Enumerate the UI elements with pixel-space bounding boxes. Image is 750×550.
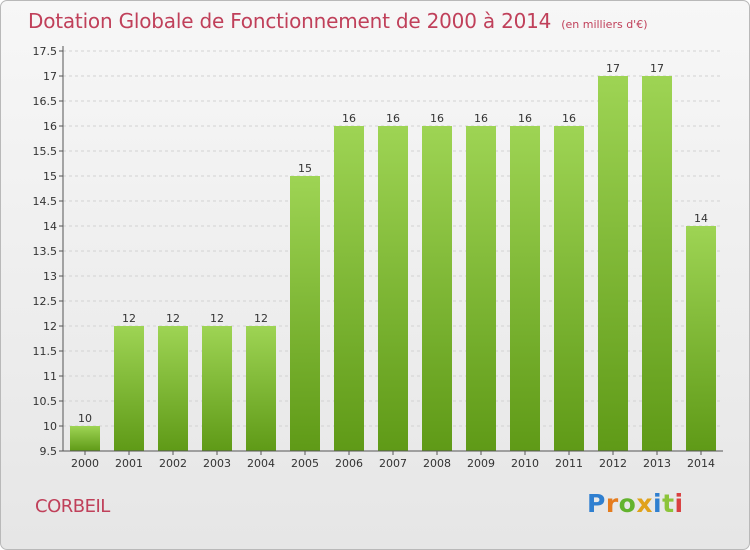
bar-value-label: 16 <box>386 112 400 125</box>
y-tick-label: 11.5 <box>33 345 58 358</box>
x-tick-label: 2007 <box>379 457 407 470</box>
bar-2009 <box>466 126 496 451</box>
x-tick-label: 2003 <box>203 457 231 470</box>
x-tick-label: 2012 <box>599 457 627 470</box>
y-tick-label: 17.5 <box>33 45 58 58</box>
x-tick-label: 2009 <box>467 457 495 470</box>
bar-2003 <box>202 326 232 451</box>
x-tick-label: 2005 <box>291 457 319 470</box>
y-tick-label: 14 <box>43 220 57 233</box>
bar-2007 <box>378 126 408 451</box>
x-tick-label: 2000 <box>71 457 99 470</box>
x-tick-label: 2011 <box>555 457 583 470</box>
chart-subtitle: (en milliers d'€) <box>561 18 648 31</box>
y-tick-label: 14.5 <box>33 195 58 208</box>
bar-2000 <box>70 426 100 451</box>
location-label: CORBEIL <box>35 496 110 517</box>
bar-value-label: 15 <box>298 162 312 175</box>
bar-2005 <box>290 176 320 451</box>
bar-2011 <box>554 126 584 451</box>
logo-letter: i <box>653 489 663 518</box>
x-tick-label: 2001 <box>115 457 143 470</box>
bar-value-label: 14 <box>694 212 708 225</box>
bar-2006 <box>334 126 364 451</box>
bar-2012 <box>598 76 628 451</box>
bar-2013 <box>642 76 672 451</box>
y-tick-label: 12.5 <box>33 295 58 308</box>
bar-value-label: 12 <box>166 312 180 325</box>
y-tick-label: 15 <box>43 170 57 183</box>
y-tick-label: 10.5 <box>33 395 58 408</box>
bar-2001 <box>114 326 144 451</box>
x-tick-label: 2008 <box>423 457 451 470</box>
bar-value-label: 16 <box>518 112 532 125</box>
y-tick-label: 9.5 <box>40 445 58 458</box>
x-tick-label: 2013 <box>643 457 671 470</box>
bar-2002 <box>158 326 188 451</box>
y-tick-label: 12 <box>43 320 57 333</box>
logo-letter: x <box>636 489 653 518</box>
bar-value-label: 12 <box>254 312 268 325</box>
bar-value-label: 16 <box>430 112 444 125</box>
bar-value-label: 17 <box>650 62 664 75</box>
x-tick-label: 2010 <box>511 457 539 470</box>
y-tick-label: 17 <box>43 70 57 83</box>
bar-value-label: 17 <box>606 62 620 75</box>
bar-value-label: 16 <box>562 112 576 125</box>
bar-2014 <box>686 226 716 451</box>
bars: 10 12 12 12 12 15 16 16 16 16 16 16 17 17 14 <box>70 62 716 451</box>
y-axis: 9.5 10 10.5 11 11.5 12 12.5 13 13.5 14 14.5 15 15.5 1… <box>33 45 64 458</box>
bar-value-label: 12 <box>210 312 224 325</box>
x-tick-label: 2004 <box>247 457 275 470</box>
y-tick-label: 16 <box>43 120 57 133</box>
y-tick-label: 11 <box>43 370 57 383</box>
y-tick-label: 16.5 <box>33 95 58 108</box>
y-tick-label: 13 <box>43 270 57 283</box>
bar-2008 <box>422 126 452 451</box>
logo-letter: t <box>662 489 675 518</box>
x-tick-label: 2002 <box>159 457 187 470</box>
bar-2010 <box>510 126 540 451</box>
chart-title: Dotation Globale de Fonctionnement de 20… <box>28 9 552 33</box>
bar-value-label: 16 <box>342 112 356 125</box>
y-tick-label: 15.5 <box>33 145 58 158</box>
logo-letter: r <box>605 489 619 518</box>
chart-title-line: Dotation Globale de Fonctionnement de 20… <box>28 9 647 33</box>
x-tick-label: 2006 <box>335 457 363 470</box>
bar-value-label: 12 <box>122 312 136 325</box>
logo-letter: P <box>587 489 606 518</box>
logo-letter: i <box>674 489 684 518</box>
x-axis: 2000 2001 2002 2003 2004 2005 2006 2007 2008 2009… <box>63 450 723 470</box>
y-tick-label: 10 <box>43 420 57 433</box>
y-tick-label: 13.5 <box>33 245 58 258</box>
bar-value-label: 16 <box>474 112 488 125</box>
x-tick-label: 2014 <box>687 457 715 470</box>
logo-letter: o <box>618 489 637 518</box>
bar-value-label: 10 <box>78 412 92 425</box>
proxiti-logo[interactable]: Proxiti <box>587 489 684 518</box>
bar-2004 <box>246 326 276 451</box>
